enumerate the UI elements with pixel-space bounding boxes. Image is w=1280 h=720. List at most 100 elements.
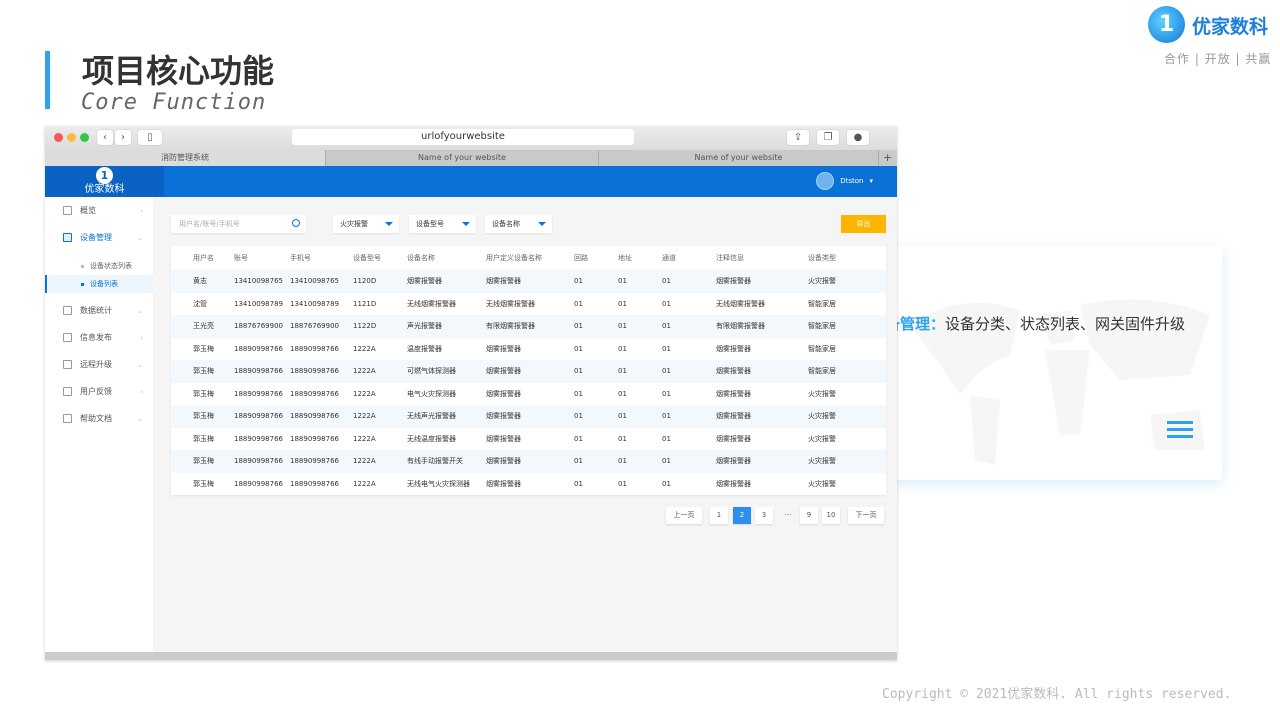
table-cell: 智能家居 <box>808 299 836 308</box>
table-cell: 01 <box>618 322 627 330</box>
alarm-type-select[interactable]: 火灾报警 <box>333 215 399 233</box>
table-row[interactable]: 郭玉梅 18890998766 18890998766 1222A 可燃气体探测器 烟雾报… <box>171 360 886 383</box>
table-row[interactable]: 郭玉梅 18890998766 18890998766 1222A 有线手动报警开关 烟雾… <box>171 450 886 473</box>
sidebar-item-2[interactable]: 数据统计 ⌄ <box>45 297 153 324</box>
sidebar-item-6[interactable]: 帮助文档 ⌄ <box>45 405 153 432</box>
table-cell: 声光报警器 <box>407 322 442 330</box>
prev-page-button[interactable]: 上一页 <box>666 507 702 524</box>
table-cell: 烟雾报警器 <box>716 479 751 488</box>
table-row[interactable]: 郭玉梅 18890998766 18890998766 1222A 电气火灾探测器 烟雾报… <box>171 383 886 406</box>
table-cell: 智能家居 <box>808 322 836 330</box>
table-cell: 1222A <box>353 344 376 353</box>
download-icon[interactable]: ● <box>847 130 869 145</box>
table-cell: 18890998766 <box>234 367 283 375</box>
table-cell: 有限烟雾报警器 <box>716 322 765 330</box>
table-cell: 18890998766 <box>234 412 283 420</box>
table-cell: 01 <box>574 367 583 375</box>
table-cell: 18890998766 <box>290 367 339 375</box>
sidebar-subitem-0[interactable]: 设备状态列表 <box>45 257 153 275</box>
chevron-icon: › <box>140 333 143 342</box>
table-cell: 01 <box>662 299 671 308</box>
horizontal-scrollbar[interactable] <box>45 652 897 660</box>
table-cell: 18876769900 <box>234 322 283 330</box>
tab-2[interactable]: Name of your website <box>326 150 599 166</box>
brand-slogan: 合作 | 开放 | 共赢 <box>1164 52 1272 66</box>
sidebar-item-5[interactable]: 用户反馈 › <box>45 378 153 405</box>
table-cell: 01 <box>574 457 583 465</box>
table-cell: 1222A <box>353 389 376 398</box>
page-button[interactable]: 3 <box>755 507 773 524</box>
next-page-button[interactable]: 下一页 <box>848 507 884 524</box>
export-button[interactable]: 导出 <box>841 215 886 233</box>
page-ellipsis: ··· <box>784 511 792 519</box>
app-logo[interactable]: 1 优家数科 <box>45 166 164 197</box>
page-button[interactable]: 1 <box>710 507 728 524</box>
sidebar-item-0[interactable]: 概览 › <box>45 197 153 224</box>
table-row[interactable]: 王光亮 18876769900 18876769900 1122D 声光报警器 有限烟雾报… <box>171 315 886 338</box>
table-cell: 01 <box>618 277 627 285</box>
table-cell: 烟雾报警器 <box>716 457 751 465</box>
search-input[interactable]: 用户名/账号/手机号 <box>171 215 306 233</box>
table-cell: 01 <box>618 479 627 488</box>
column-header: 设备名称 <box>407 254 435 262</box>
table-row[interactable]: 郭玉梅 18890998766 18890998766 1222A 无线温度报警器 烟雾报… <box>171 428 886 451</box>
page-button[interactable]: 2 <box>733 507 751 524</box>
column-header: 地址 <box>618 254 632 262</box>
table-row[interactable]: 黄志 13410098765 13410098765 1120D 烟雾报警器 烟雾报警器 0… <box>171 270 886 293</box>
table-cell: 13410098789 <box>290 299 339 308</box>
table-row[interactable]: 郭玉梅 18890998766 18890998766 1222A 无线声光报警器 烟雾报… <box>171 405 886 428</box>
sidebar-item-3[interactable]: 信息发布 › <box>45 324 153 351</box>
device-name-select[interactable]: 设备名称 <box>485 215 552 233</box>
forward-icon[interactable]: › <box>115 130 131 145</box>
user-menu[interactable]: Dtston ▾ <box>816 172 873 190</box>
url-bar[interactable]: urlofyourwebsite <box>292 129 634 145</box>
table-cell: 18890998766 <box>290 457 339 465</box>
tab-3[interactable]: Name of your website <box>599 150 879 166</box>
table-cell: 13410098789 <box>234 299 283 308</box>
page-button[interactable]: 10 <box>822 507 840 524</box>
back-icon[interactable]: ‹ <box>97 130 113 145</box>
table-cell: 01 <box>618 299 627 308</box>
table-row[interactable]: 郭玉梅 18890998766 18890998766 1222A 温度报警器 烟雾报警器… <box>171 338 886 361</box>
table-row[interactable]: 沈管 13410098789 13410098789 1121D 无线烟雾报警器 无线烟雾… <box>171 293 886 316</box>
close-window-icon[interactable] <box>54 133 63 142</box>
page-button[interactable]: 9 <box>800 507 818 524</box>
app-header: 1 优家数科 Dtston ▾ <box>45 166 897 197</box>
column-header: 账号 <box>234 254 248 262</box>
table-cell: 烟雾报警器 <box>486 412 521 420</box>
table-row[interactable]: 郭玉梅 18890998766 18890998766 1222A 无线电气火灾探测器 烟… <box>171 473 886 496</box>
maximize-window-icon[interactable] <box>80 133 89 142</box>
share-icon[interactable]: ⇪ <box>787 130 809 145</box>
table-cell: 1222A <box>353 457 376 465</box>
minimize-window-icon[interactable] <box>67 133 76 142</box>
sidebar-item-1[interactable]: 设备管理 ⌄ <box>45 224 153 251</box>
menu-icon[interactable] <box>1167 421 1193 439</box>
table-cell: 18876769900 <box>290 322 339 330</box>
new-tab-icon[interactable]: + <box>883 151 893 164</box>
dropdown-arrow-icon <box>385 222 393 226</box>
table-cell: 烟雾报警器 <box>407 277 442 285</box>
table-cell: 无线声光报警器 <box>407 412 456 420</box>
table-cell: 01 <box>662 412 671 420</box>
avatar <box>816 172 835 190</box>
table-cell: 无线烟雾报警器 <box>407 299 456 308</box>
search-icon[interactable] <box>292 219 300 227</box>
table-cell: 01 <box>662 434 671 443</box>
title-accent-bar <box>45 51 50 109</box>
column-header: 用户定义设备名称 <box>486 254 542 262</box>
browser-window: ‹ › ▯ urlofyourwebsite ⇪ ❐ ● × 消防管理系统 Na… <box>45 126 897 660</box>
sidebar-item-4[interactable]: 远程升级 ⌄ <box>45 351 153 378</box>
table-cell: 1222A <box>353 479 376 488</box>
copyright: Copyright © 2021优家数科. All rights reserve… <box>882 687 1232 702</box>
nav-icon <box>63 387 72 396</box>
device-model-select[interactable]: 设备型号 <box>409 215 476 233</box>
sidebar-toggle-icon[interactable]: ▯ <box>138 130 162 145</box>
table-cell: 01 <box>574 479 583 488</box>
sidebar-subitem-1[interactable]: 设备列表 <box>45 275 153 293</box>
tabs-icon[interactable]: ❐ <box>817 130 839 145</box>
table-cell: 火灾报警 <box>808 412 836 420</box>
tab-1[interactable]: 消防管理系统 <box>45 150 326 166</box>
nav-icon <box>63 333 72 342</box>
table-cell: 01 <box>574 344 583 353</box>
chevron-icon: › <box>140 206 143 215</box>
